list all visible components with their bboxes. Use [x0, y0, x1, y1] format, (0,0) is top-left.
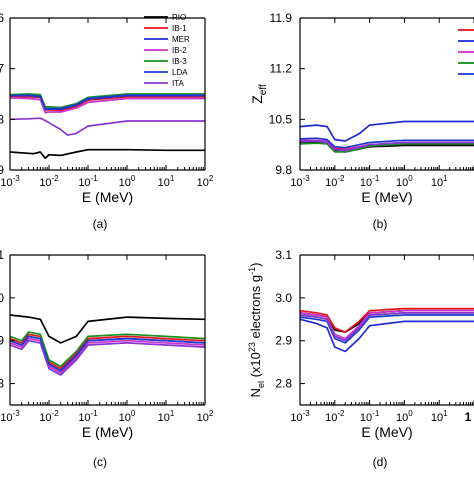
series-line-ib-1 — [300, 307, 474, 333]
series-line-ita — [10, 339, 205, 376]
series-line-ib-3 — [10, 93, 205, 109]
x-tick-label: 101 — [158, 409, 175, 424]
x-tick-label: 10-3 — [0, 409, 20, 424]
series-group — [300, 307, 474, 353]
x-tick-label: 1 — [465, 410, 472, 424]
x-tick-label: 10-2 — [39, 409, 59, 424]
x-tick-label: 100 — [119, 409, 136, 424]
series-line-lda — [10, 335, 205, 372]
legend-label-mer: MER — [172, 35, 190, 44]
legend-label-lda: LDA — [172, 68, 188, 77]
legend-label-rio: RIO — [172, 13, 186, 22]
chart-legend: RIO IB-1 MER IB-2 IB-3 LDA ITA — [144, 13, 190, 88]
x-axis-title: E (MeV) — [82, 189, 133, 205]
x-tick-label: 102 — [197, 409, 214, 424]
y-tick-label: 3.0 — [275, 291, 292, 305]
series-line-ib-2 — [10, 337, 205, 374]
chart-panel-3: 10-3 10-2 10-1 100 101 102 3.1 3.0 2.9 2.8 E (MeV) — [0, 248, 214, 440]
x-tick-label: 100 — [396, 409, 413, 424]
series-line-ita — [300, 140, 474, 152]
series-line-lda — [300, 137, 474, 149]
y-tick-label: 3.0 — [0, 291, 4, 305]
chart-panel-2: 10-3 10-2 10-1 100 101 9.8 10.5 11.2 11.9 E (MeV)… — [249, 11, 474, 205]
panel-label: (b) — [373, 217, 388, 231]
y-tick-label: 9.8 — [275, 163, 292, 177]
y-tick-label: 0.8 — [0, 112, 4, 126]
series-line-ita — [300, 312, 474, 342]
x-tick-label: 10-1 — [78, 409, 98, 424]
y-tick-label: 3.1 — [0, 248, 4, 262]
y-tick-label: 3.1 — [275, 248, 292, 262]
y-tick-label: 2.8 — [0, 377, 4, 391]
cropped-legend-b — [458, 29, 474, 75]
legend-label-ita: ITA — [172, 79, 185, 88]
x-tick-label: 101 — [431, 409, 448, 424]
y-tick-label: 2.9 — [275, 334, 292, 348]
x-tick-label: 10-1 — [78, 174, 98, 189]
legend-label-ib-1: IB-1 — [172, 24, 187, 33]
legend-label-ib-3: IB-3 — [172, 57, 187, 66]
x-tick-label: 10-2 — [39, 174, 59, 189]
series-line-ib-3 — [10, 331, 205, 368]
series-line-ita — [10, 117, 205, 136]
y-tick-label: 1.7 — [0, 62, 4, 76]
x-tick-label: 10-2 — [325, 174, 345, 189]
series-line-mer — [300, 120, 474, 142]
series-group — [10, 93, 205, 160]
series-line-lda — [10, 94, 205, 110]
x-tick-label: 101 — [158, 174, 175, 189]
x-axis-title: E (MeV) — [361, 424, 412, 440]
y-tick-label: 2.8 — [275, 377, 292, 391]
series-line-rio — [10, 314, 205, 344]
series-line-ib-2 — [300, 309, 474, 340]
x-tick-label: 10-1 — [360, 409, 380, 424]
x-tick-label: 100 — [396, 174, 413, 189]
x-tick-label: 10-1 — [360, 174, 380, 189]
x-tick-label: 10-3 — [290, 174, 310, 189]
chart-panel-4: 10-3 10-2 10-1 100 101 1 2.8 2.9 3.0 3.1 E (MeV) Ne… — [247, 248, 474, 440]
y-axis-title: Nel (x1023 electrons g-1) — [247, 263, 266, 398]
panel-label: (c) — [93, 455, 107, 469]
y-tick-label: 11.2 — [270, 62, 293, 76]
x-tick-label: 10-3 — [290, 409, 310, 424]
y-axis-title: Zeff — [249, 84, 269, 104]
y-tick-label: 9.9 — [0, 163, 4, 177]
panel-label: (d) — [373, 455, 388, 469]
legend-label-ib-2: IB-2 — [172, 46, 187, 55]
series-line-ib-1 — [10, 333, 205, 370]
panel-label: (a) — [93, 217, 108, 231]
x-axis-title: E (MeV) — [361, 189, 412, 205]
y-tick-label: 2.6 — [0, 11, 4, 25]
x-tick-label: 102 — [197, 174, 214, 189]
y-tick-label: 2.9 — [0, 334, 4, 348]
x-tick-label: 100 — [119, 174, 136, 189]
x-axis-title: E (MeV) — [82, 424, 133, 440]
y-tick-label: 10.5 — [269, 112, 293, 126]
x-tick-label: 10-3 — [0, 174, 20, 189]
series-line-lda — [300, 314, 474, 344]
series-line-rio — [10, 148, 205, 160]
series-line-ib-2 — [10, 97, 205, 114]
series-group — [300, 120, 474, 153]
chart-panel-1: 10-3 10-2 10-1 100 101 102 2.6 1.7 0.8 9.9 E (MeV)… — [0, 11, 214, 205]
series-group — [10, 314, 205, 376]
x-tick-label: 10-2 — [325, 409, 345, 424]
y-tick-label: 11.9 — [270, 11, 293, 25]
x-tick-label: 101 — [431, 174, 448, 189]
series-line-mer — [300, 318, 474, 353]
series-line-ib-3 — [300, 142, 474, 153]
